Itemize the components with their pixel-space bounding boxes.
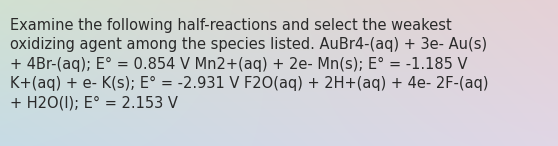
Text: Examine the following half-reactions and select the weakest
oxidizing agent amon: Examine the following half-reactions and… bbox=[10, 18, 489, 111]
